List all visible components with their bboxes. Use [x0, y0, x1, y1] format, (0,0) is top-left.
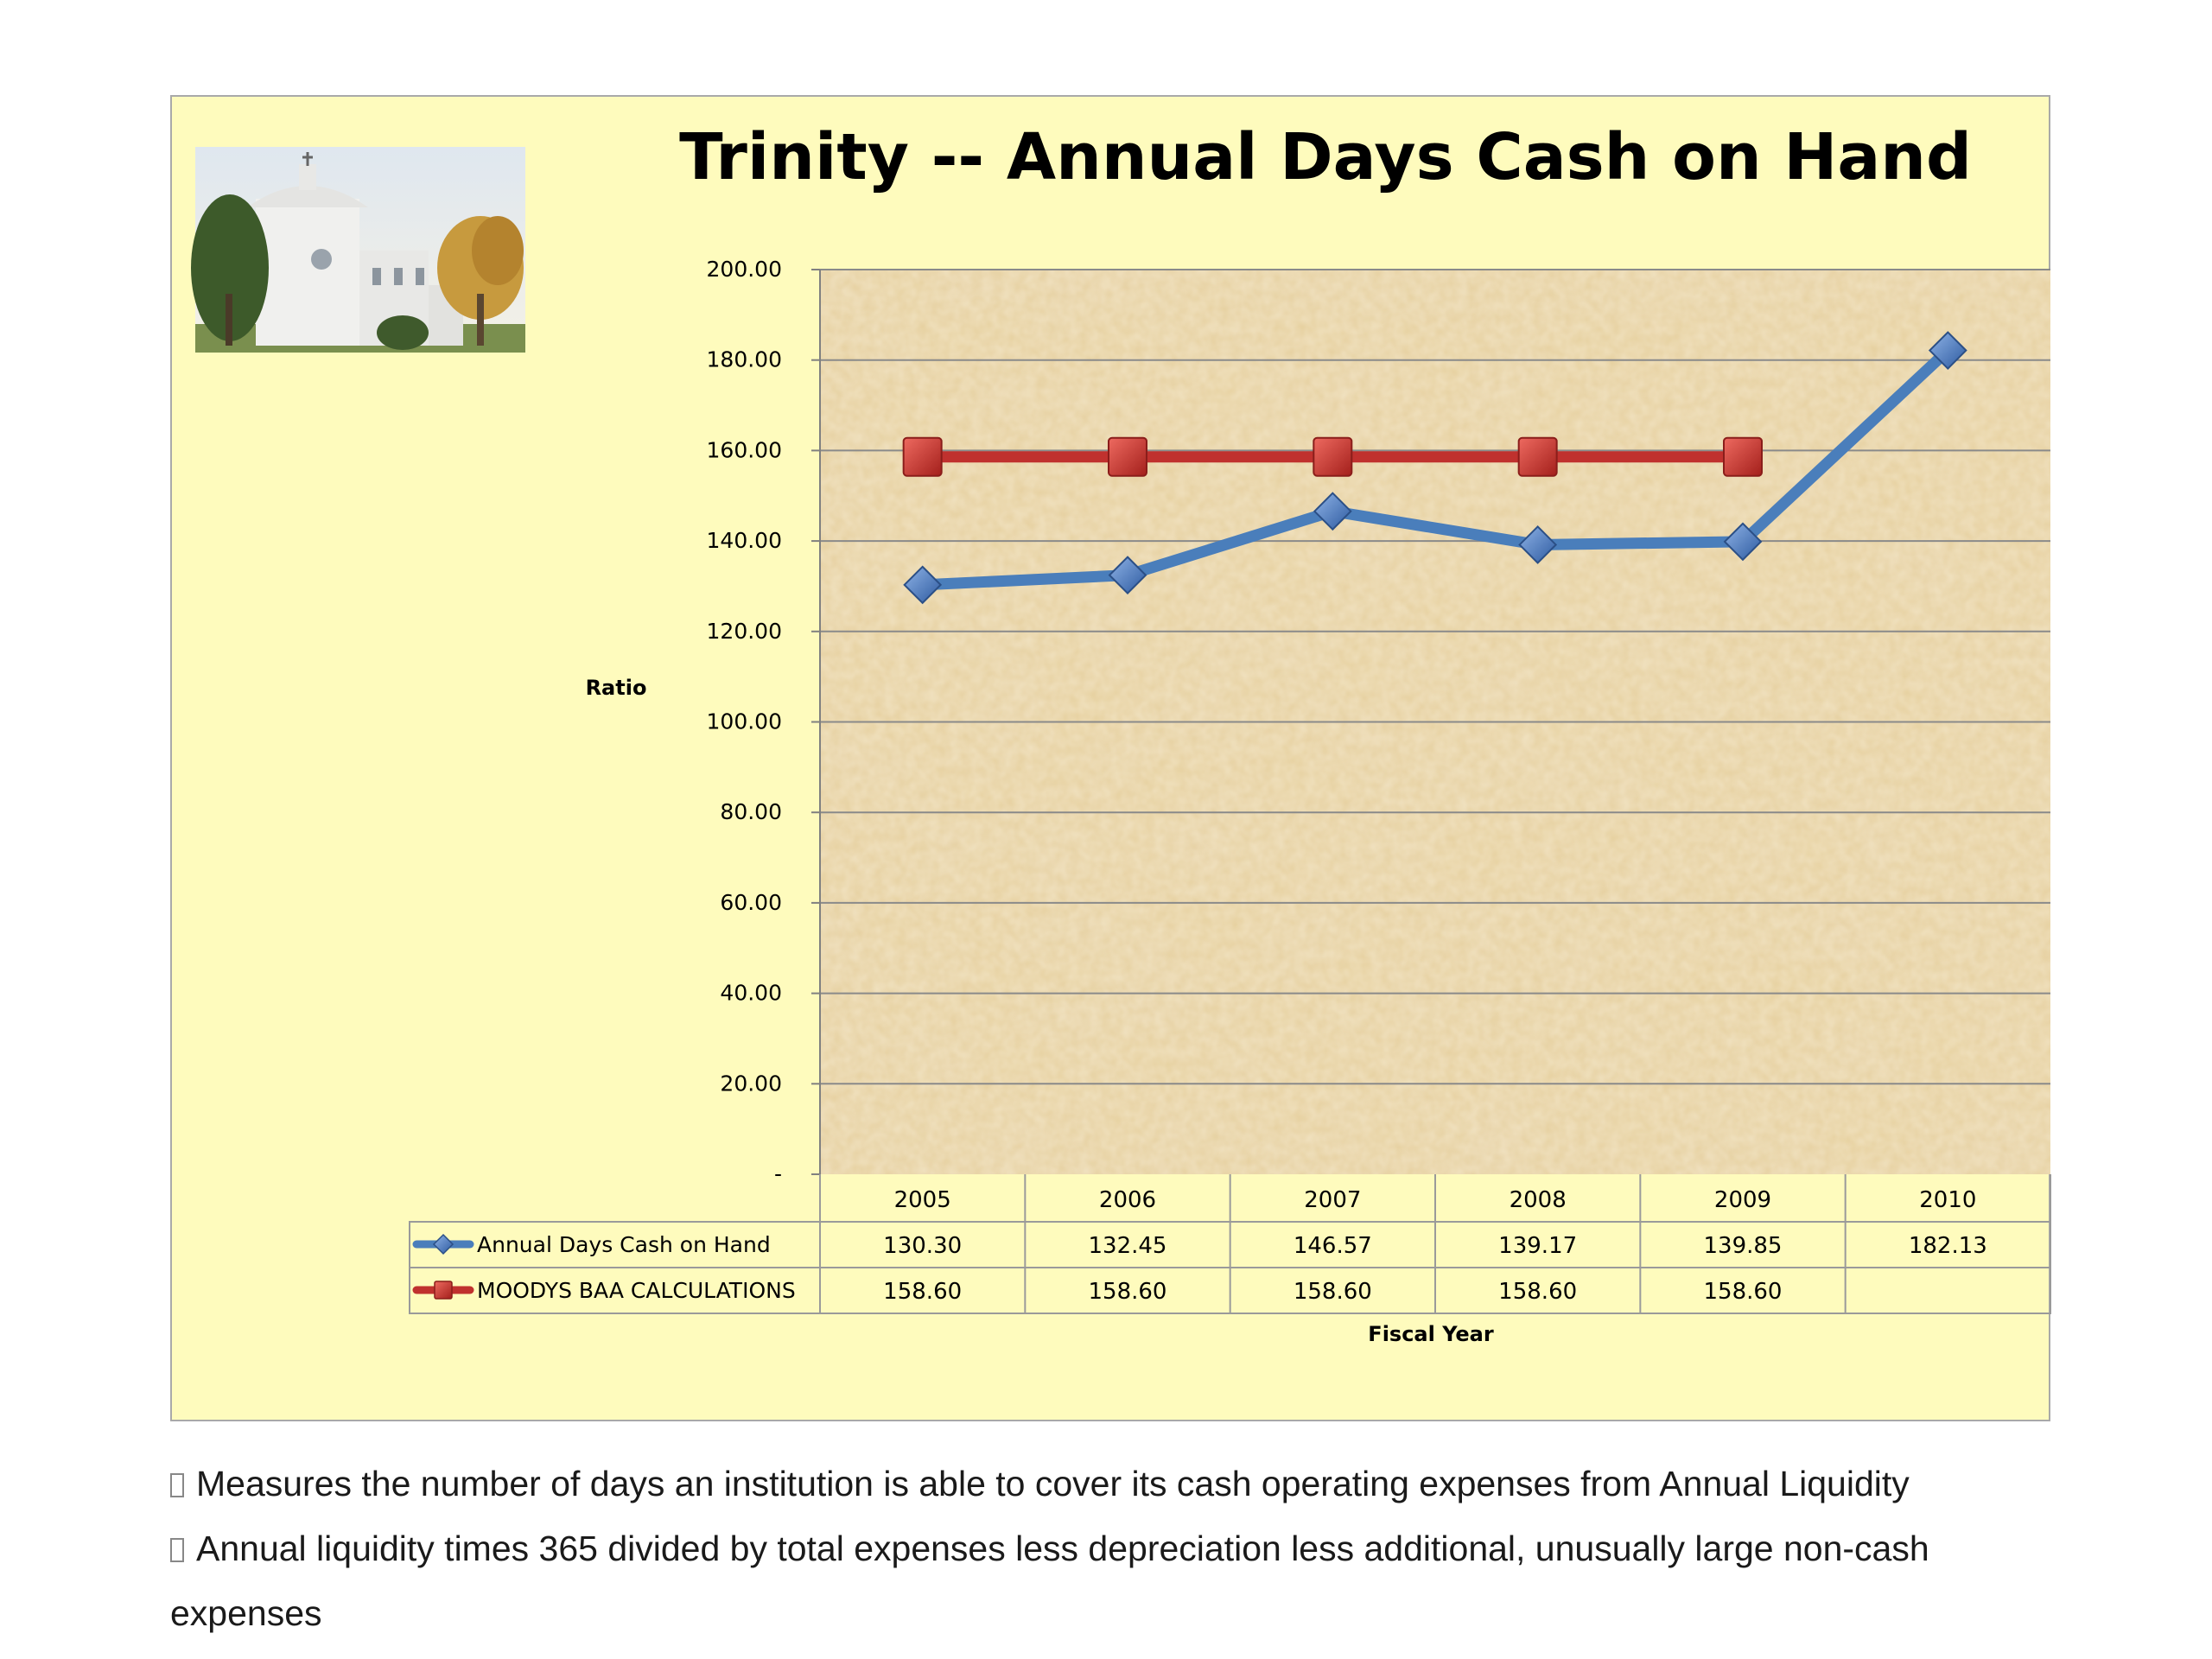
- note-text: expenses: [170, 1593, 322, 1633]
- legend-label: MOODYS BAA CALCULATIONS: [477, 1278, 796, 1303]
- chart: Trinity -- Annual Days Cash on Hand - 20.…: [191, 120, 2051, 1346]
- y-tick-label: 60.00: [720, 890, 782, 915]
- x-tick-label: 2008: [1510, 1187, 1567, 1213]
- x-tick-label: 2007: [1304, 1187, 1361, 1213]
- chart-frame: Trinity -- Annual Days Cash on Hand - 20.…: [170, 95, 2051, 1421]
- note-text: Annual liquidity times 365 divided by to…: [196, 1529, 1929, 1568]
- x-axis-label: Fiscal Year: [1368, 1322, 1494, 1346]
- data-label: 132.45: [1089, 1233, 1167, 1259]
- y-axis-label: Ratio: [586, 676, 647, 700]
- gridlines: [820, 269, 2050, 1085]
- data-point: [1108, 436, 1147, 477]
- y-axis: - 20.00 40.00 60.00 80.00 100.00 120.00 140.00 1…: [707, 257, 820, 1186]
- y-tick-label: 40.00: [720, 981, 782, 1006]
- y-tick-label: 80.00: [720, 799, 782, 824]
- data-label: 146.57: [1294, 1233, 1372, 1259]
- note-line: Annual liquidity times 365 divided by to…: [170, 1516, 2106, 1581]
- y-tick-label: -: [774, 1161, 782, 1186]
- data-label: 130.30: [883, 1233, 962, 1259]
- note-text: Measures the number of days an instituti…: [196, 1464, 1910, 1503]
- data-table: 2005 2006 2007 2008 2009 2010 Annual Days Cash…: [409, 1174, 2051, 1314]
- y-tick-label: 160.00: [707, 437, 782, 462]
- bullet-box-icon: [170, 1538, 184, 1562]
- bullet-box-icon: [170, 1473, 184, 1497]
- y-tick-label: 100.00: [707, 709, 782, 734]
- note-line: expenses: [170, 1581, 2106, 1646]
- data-label: 158.60: [883, 1279, 962, 1305]
- legend-marker: [432, 1233, 454, 1255]
- y-tick-label: 180.00: [707, 347, 782, 372]
- data-label: 158.60: [1704, 1279, 1783, 1305]
- legend-marker: [434, 1281, 453, 1300]
- x-tick-label: 2005: [894, 1187, 951, 1213]
- x-tick-label: 2010: [1919, 1187, 1976, 1213]
- data-label: 158.60: [1498, 1279, 1577, 1305]
- data-point: [1313, 492, 1352, 531]
- data-label: 158.60: [1089, 1279, 1167, 1305]
- series-line: [922, 346, 1952, 591]
- y-tick-label: 200.00: [707, 257, 782, 282]
- data-point: [1108, 556, 1147, 595]
- data-point: [1518, 525, 1558, 564]
- data-point: [1928, 331, 1967, 370]
- data-point: [1517, 436, 1558, 477]
- x-tick-label: 2006: [1099, 1187, 1156, 1213]
- data-point: [903, 565, 943, 605]
- data-label: 139.17: [1498, 1233, 1577, 1259]
- data-point: [1723, 522, 1763, 562]
- note-line: Measures the number of days an instituti…: [170, 1452, 2106, 1516]
- data-label: 182.13: [1909, 1233, 1987, 1259]
- data-label: 158.60: [1294, 1279, 1372, 1305]
- church-building-photo: [191, 147, 525, 353]
- legend-label: Annual Days Cash on Hand: [477, 1232, 771, 1257]
- data-point: [902, 436, 943, 477]
- y-tick-label: 20.00: [720, 1071, 782, 1096]
- y-tick-label: 120.00: [707, 619, 782, 644]
- data-label: 139.85: [1704, 1233, 1783, 1259]
- notes: Measures the number of days an instituti…: [170, 1452, 2106, 1646]
- data-point: [1723, 436, 1763, 477]
- chart-title: Trinity -- Annual Days Cash on Hand: [679, 120, 1972, 194]
- x-tick-label: 2009: [1714, 1187, 1771, 1213]
- y-tick-label: 140.00: [707, 528, 782, 553]
- series: [902, 331, 1967, 605]
- data-point: [1313, 436, 1353, 477]
